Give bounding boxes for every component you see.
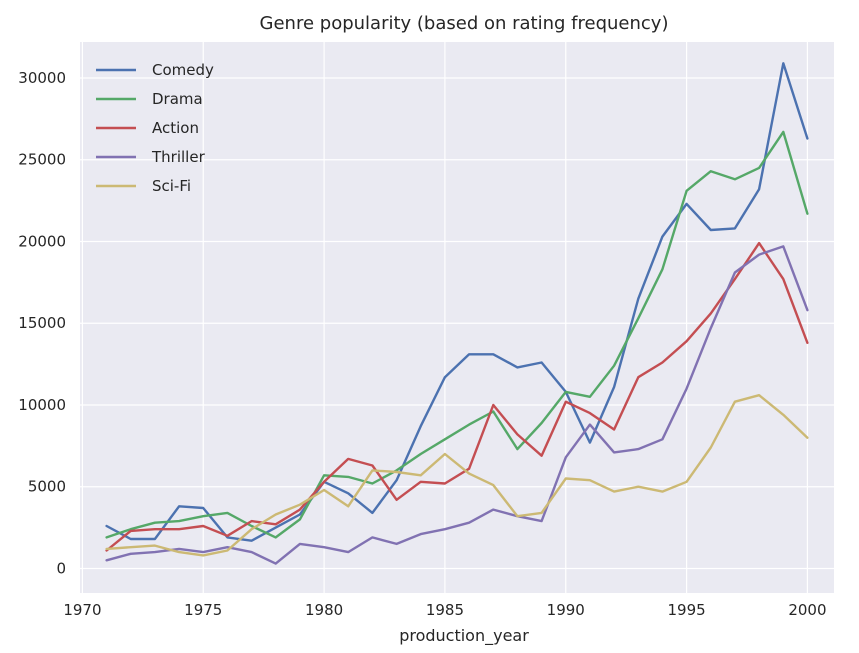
y-tick-label: 30000 xyxy=(18,69,66,87)
x-tick-label: 1985 xyxy=(426,601,464,619)
x-axis-label: production_year xyxy=(399,626,529,646)
legend-item-action: Action xyxy=(96,119,199,137)
x-tick-label: 1970 xyxy=(63,601,101,619)
legend-label: Action xyxy=(152,119,199,137)
x-axis-ticks: 1970 1975 1980 1985 1990 1995 2000 xyxy=(63,601,826,619)
series-line-action xyxy=(105,241,809,552)
gridlines xyxy=(80,42,834,593)
legend-label: Thriller xyxy=(151,148,206,166)
legend-label: Drama xyxy=(152,90,203,108)
legend-item-thriller: Thriller xyxy=(96,148,206,166)
legend-item-drama: Drama xyxy=(96,90,203,108)
series-line-drama xyxy=(105,130,809,539)
legend-item-sci-fi: Sci-Fi xyxy=(96,177,191,195)
legend-item-comedy: Comedy xyxy=(96,61,214,79)
legend-label: Sci-Fi xyxy=(152,177,191,195)
x-tick-label: 1995 xyxy=(667,601,705,619)
y-tick-label: 20000 xyxy=(18,232,66,250)
x-tick-label: 2000 xyxy=(788,601,826,619)
y-tick-label: 0 xyxy=(56,559,66,577)
y-tick-label: 25000 xyxy=(18,151,66,169)
x-tick-label: 1980 xyxy=(305,601,343,619)
legend-label: Comedy xyxy=(152,61,214,79)
y-tick-label: 5000 xyxy=(28,478,66,496)
series-line-sci-fi xyxy=(105,394,809,557)
y-tick-label: 10000 xyxy=(18,396,66,414)
series-lines xyxy=(105,62,809,565)
x-tick-label: 1990 xyxy=(547,601,585,619)
chart-title: Genre popularity (based on rating freque… xyxy=(260,13,669,34)
series-line-thriller xyxy=(105,245,809,565)
y-tick-label: 15000 xyxy=(18,314,66,332)
x-tick-label: 1975 xyxy=(184,601,222,619)
series-line-comedy xyxy=(105,62,809,542)
y-axis-ticks: 0 5000 10000 15000 20000 25000 30000 xyxy=(18,69,66,578)
legend: Comedy Drama Action Thriller Sci-Fi xyxy=(96,61,214,195)
